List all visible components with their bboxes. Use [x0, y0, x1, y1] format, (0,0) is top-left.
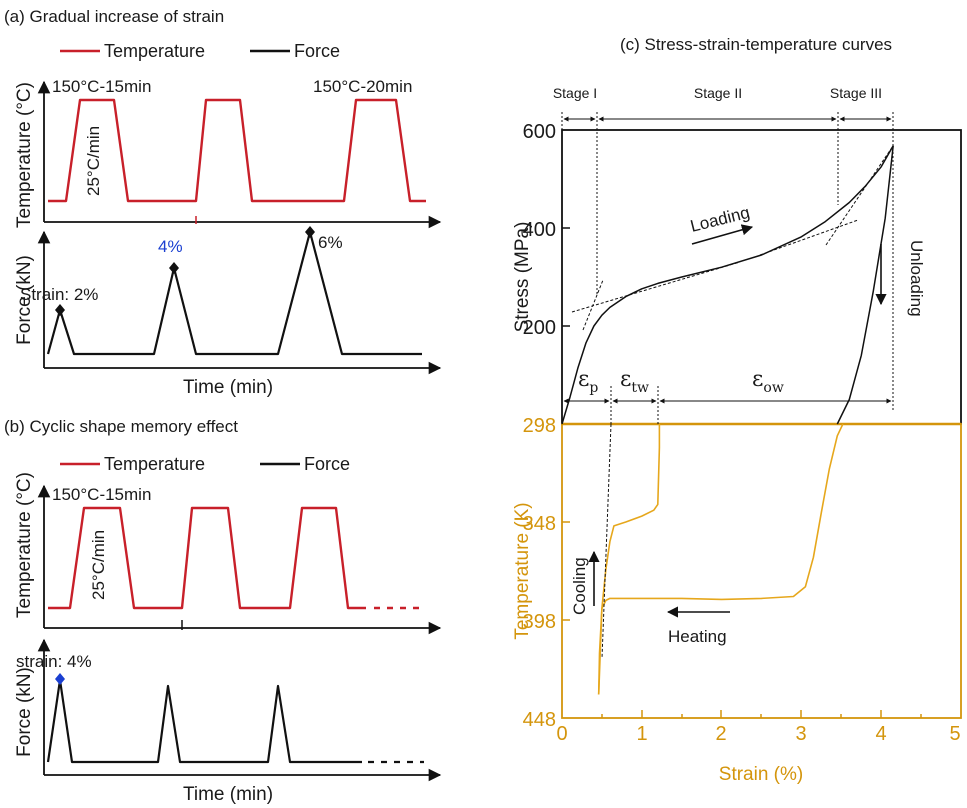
- legend-force-label: Force: [304, 454, 350, 474]
- loading-arrow: [691, 224, 754, 245]
- panel-a-rate-label: 25°C/min: [84, 126, 103, 196]
- panel-b-force-line: [46, 678, 362, 764]
- temp-tick-398: 398: [523, 611, 556, 633]
- panel-b-legend: Temperature Force: [60, 454, 350, 474]
- panel-a-hold-label-3: 150°C-20min: [313, 77, 412, 96]
- panel-a-strain-label-4: 4%: [158, 237, 183, 256]
- temp-tick-298: 298: [523, 415, 556, 437]
- heating-label: Heating: [668, 627, 727, 646]
- panel-b-temp-axis-title: Temperature (°C): [14, 472, 35, 618]
- panel-b-time-axis-title: Time (min): [183, 784, 273, 805]
- tangent-hardening-1: [759, 219, 859, 256]
- legend-force-label: Force: [294, 41, 340, 61]
- panel-a-strain-label-2: Strain: 2%: [20, 285, 98, 304]
- stage-1-label: Stage I: [553, 85, 597, 101]
- stage-3-label: Stage III: [830, 85, 882, 101]
- panel-a-force-axis-title: Force (kN): [14, 255, 35, 345]
- panel-a-temperature-line: [48, 98, 426, 203]
- panel-b-temperature-line: [48, 506, 366, 610]
- panel-a: (a) Gradual increase of strain Temperatu…: [4, 7, 442, 398]
- recovery-dashed-line: [601, 423, 612, 659]
- strain-tickmarks: [601, 710, 922, 718]
- panel-b-force-axis-title: Force (kN): [14, 667, 35, 757]
- strain-temperature-series: [597, 423, 844, 695]
- temperature-axis-title: Temperature (K): [512, 502, 533, 639]
- temp-tick-448: 448: [523, 709, 556, 731]
- panel-b-marker-strain-4: [55, 673, 65, 685]
- panel-b-rate-label: 25°C/min: [89, 530, 108, 600]
- panel-a-marker-strain-2: [55, 304, 65, 316]
- panel-a-time-axis-title: Time (min): [183, 377, 273, 398]
- strain-tick-1: 1: [636, 723, 647, 745]
- strain-tick-3: 3: [795, 723, 806, 745]
- loading-label: Loading: [688, 203, 751, 236]
- panel-b: (b) Cyclic shape memory effect Temperatu…: [4, 417, 442, 805]
- eps-p-label: εp: [578, 367, 598, 396]
- series-line-cooling: [597, 424, 661, 695]
- panel-a-legend: Temperature Force: [60, 41, 340, 61]
- strain-axis-title: Strain (%): [719, 764, 803, 785]
- panel-a-strain-label-6: 6%: [318, 233, 343, 252]
- stress-tick-600: 600: [523, 121, 556, 143]
- series-line-unloading: [836, 145, 894, 425]
- panel-b-strain-label: strain: 4%: [16, 652, 92, 671]
- unloading-label: Unloading: [907, 240, 926, 317]
- tangent-plateau: [571, 261, 741, 313]
- stress-tick-200: 200: [523, 317, 556, 339]
- strain-tick-0: 0: [556, 723, 567, 745]
- legend-temperature-label: Temperature: [104, 41, 205, 61]
- panel-a-temp-axis-title: Temperature (°C): [14, 82, 35, 228]
- panel-a-force-line: [46, 230, 422, 356]
- legend-temperature-label: Temperature: [104, 454, 205, 474]
- series-line-heating: [597, 423, 844, 695]
- cooling-label: Cooling: [570, 557, 589, 615]
- series-line-loading: [561, 145, 894, 425]
- tangent-elastic: [582, 279, 604, 331]
- panel-a-title: (a) Gradual increase of strain: [4, 7, 224, 26]
- panel-a-marker-strain-4: [169, 262, 179, 274]
- panel-c: (c) Stress-strain-temperature curves Sta…: [512, 35, 962, 785]
- eps-ow-label: εow: [752, 367, 784, 396]
- stress-strain-series: [561, 145, 894, 425]
- stress-tick-400: 400: [523, 219, 556, 241]
- eps-tw-label: εtw: [620, 367, 649, 396]
- stage-2-label: Stage II: [694, 85, 742, 101]
- panel-b-title: (b) Cyclic shape memory effect: [4, 417, 238, 436]
- panel-a-marker-strain-6: [305, 226, 315, 238]
- strain-tick-4: 4: [875, 723, 886, 745]
- panel-c-temperature-frame: [561, 423, 962, 719]
- panel-a-hold-label-1: 150°C-15min: [52, 77, 151, 96]
- panel-c-title: (c) Stress-strain-temperature curves: [620, 35, 892, 54]
- temp-tick-348: 348: [523, 513, 556, 535]
- strain-tick-2: 2: [715, 723, 726, 745]
- strain-tick-5: 5: [949, 723, 960, 745]
- stress-axis-title: Stress (MPa): [512, 222, 533, 333]
- panel-b-hold-label: 150°C-15min: [52, 485, 151, 504]
